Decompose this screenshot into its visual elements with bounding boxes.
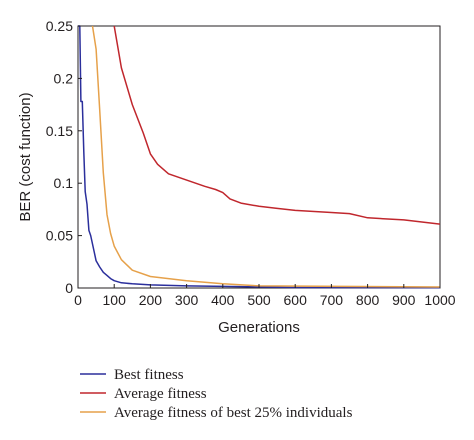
y-tick-label: 0.15: [46, 123, 73, 139]
series-line-2: [113, 25, 441, 225]
x-tick-label: 800: [356, 292, 380, 308]
x-tick-label: 500: [247, 292, 271, 308]
y-axis-title: BER (cost function): [17, 92, 34, 221]
x-tick-label: 200: [139, 292, 163, 308]
legend-label-1: Best fitness: [114, 367, 184, 383]
x-tick-label: 100: [103, 292, 127, 308]
plot-area: [77, 25, 441, 289]
y-tick-label: 0.25: [46, 18, 73, 34]
x-tick-label: 600: [284, 292, 308, 308]
x-axis-title: Generations: [218, 319, 300, 336]
x-tick-label: 700: [320, 292, 344, 308]
y-tick-label: 0.2: [54, 70, 74, 86]
series-layer: [78, 25, 441, 289]
x-tick-label: 400: [211, 292, 235, 308]
x-tick-label: 300: [175, 292, 199, 308]
y-tick-label: 0.1: [54, 175, 74, 191]
series-line-3: [91, 25, 441, 288]
legend: Best fitness Average fitness Average fitne…: [80, 367, 353, 421]
x-tick-label: 1000: [424, 292, 455, 308]
y-tick-label: 0.05: [46, 228, 73, 244]
y-tick-label: 0: [65, 280, 73, 296]
x-tick-label: 0: [74, 292, 82, 308]
series-line-1: [78, 25, 441, 289]
x-tick-label: 900: [392, 292, 416, 308]
ticks-layer: 0 100 200 300 400 500 600 700 800 900 1000 0 0.05 0.1…: [46, 18, 456, 308]
legend-label-3: Average fitness of best 25% individuals: [114, 405, 353, 421]
legend-label-2: Average fitness: [114, 386, 207, 402]
